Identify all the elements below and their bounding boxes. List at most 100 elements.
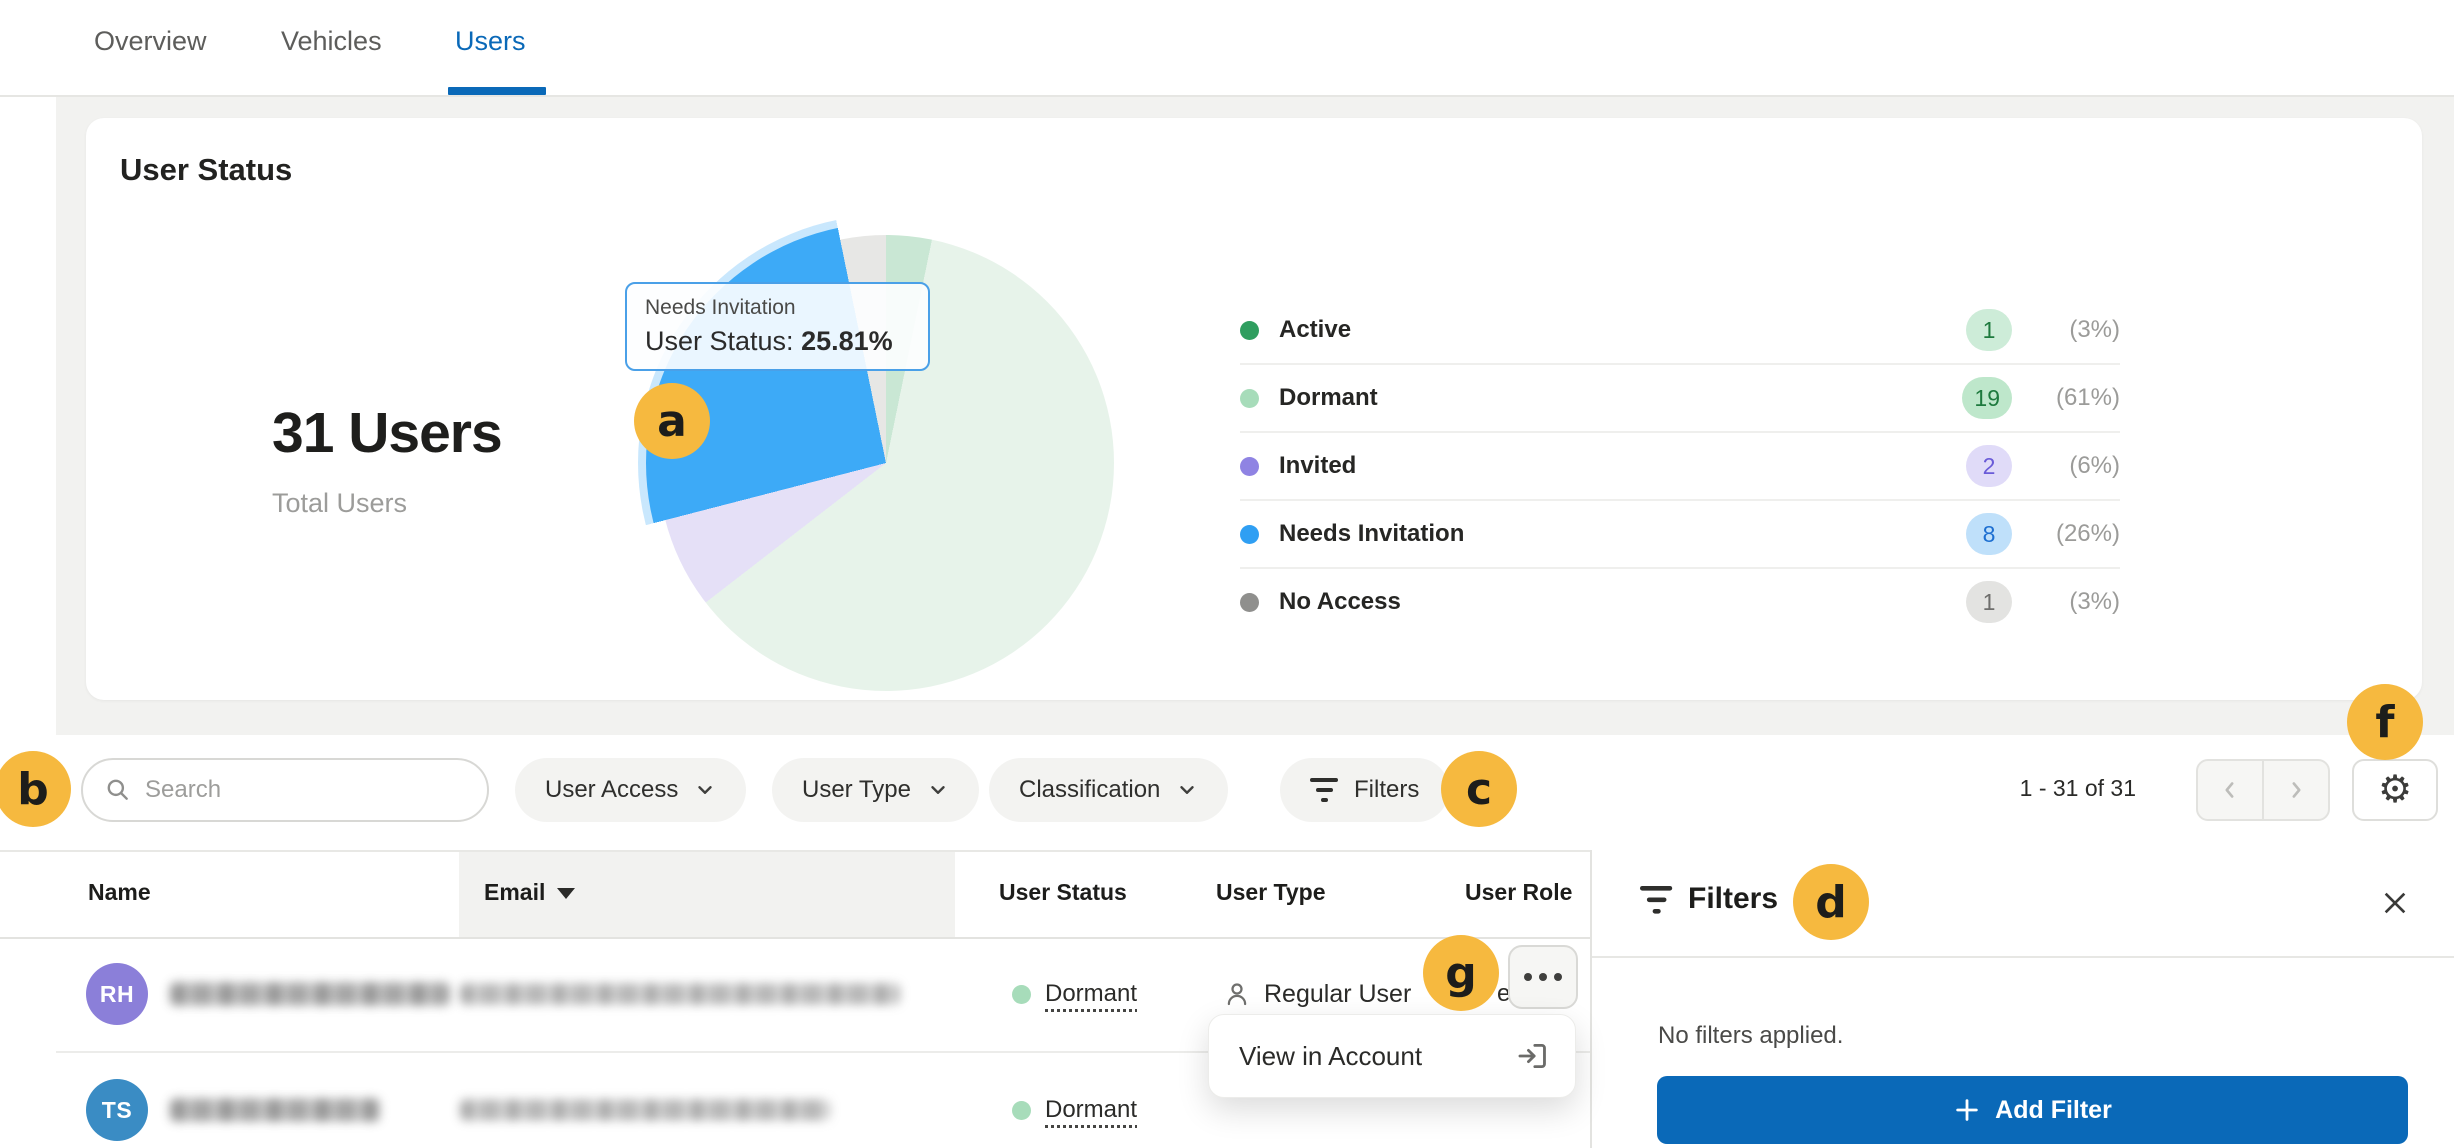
close-icon[interactable]	[2376, 884, 2414, 922]
active-tab-underline	[448, 87, 546, 95]
total-users-value: 31 Users	[272, 400, 502, 466]
annotation-marker-a: a	[634, 383, 710, 459]
ellipsis-icon	[1539, 973, 1547, 981]
legend-percent: (3%)	[2028, 316, 2120, 344]
filter-funnel-icon	[1310, 778, 1338, 802]
column-header-user-status[interactable]: User Status	[999, 879, 1127, 906]
legend-count-badge: 1	[1966, 581, 2012, 623]
gear-icon: ⚙	[2378, 771, 2412, 809]
search-icon	[105, 777, 131, 803]
chevron-right-icon	[2283, 777, 2309, 803]
annotation-marker-b: b	[0, 751, 71, 827]
search-placeholder: Search	[145, 776, 221, 804]
legend-label: No Access	[1279, 588, 1401, 616]
row-actions-button[interactable]	[1508, 945, 1578, 1009]
legend-row-active[interactable]: Active 1 (3%)	[1240, 297, 2120, 365]
filter-funnel-icon	[1640, 886, 1672, 914]
legend-dot-dormant	[1240, 389, 1259, 408]
chevron-down-icon	[694, 779, 716, 801]
user-status-card: User Status 31 Users Total Users Needs I…	[86, 118, 2422, 700]
row-menu-view-in-account[interactable]: View in Account	[1208, 1014, 1576, 1098]
chevron-down-icon	[927, 779, 949, 801]
no-filters-message: No filters applied.	[1658, 1022, 1843, 1050]
dropdown-label: User Access	[545, 776, 678, 804]
legend-percent: (61%)	[2028, 384, 2120, 412]
legend-dot-invited	[1240, 457, 1259, 476]
legend-dot-no-access	[1240, 593, 1259, 612]
filters-button[interactable]: Filters	[1280, 758, 1449, 822]
legend-dot-active	[1240, 321, 1259, 340]
user-type-dropdown[interactable]: User Type	[772, 758, 979, 822]
avatar: TS	[86, 1079, 148, 1141]
status-label: Dormant	[1045, 1096, 1137, 1124]
column-header-label: Email	[484, 879, 545, 905]
table-settings-button[interactable]: ⚙	[2352, 759, 2438, 821]
user-name-redacted	[170, 983, 450, 1006]
users-dashboard: Overview Vehicles Users User Status 31 U…	[0, 0, 2454, 1148]
legend-row-dormant[interactable]: Dormant 19 (61%)	[1240, 365, 2120, 433]
pagination-control	[2196, 759, 2330, 821]
status-dot-dormant	[1012, 1101, 1031, 1120]
user-type-cell: Regular User	[1222, 979, 1411, 1009]
annotation-marker-g: g	[1423, 935, 1499, 1011]
next-page-button[interactable]	[2264, 761, 2328, 819]
pagination-range: 1 - 31 of 31	[2020, 775, 2136, 802]
filters-panel: Filters No filters applied. Add Filter	[1590, 850, 2454, 1148]
chart-tooltip: Needs Invitation User Status: 25.81%	[625, 282, 930, 371]
search-input[interactable]: Search	[81, 758, 489, 822]
legend-percent: (6%)	[2028, 452, 2120, 480]
legend-count-badge: 8	[1966, 513, 2012, 555]
user-access-dropdown[interactable]: User Access	[515, 758, 746, 822]
user-email-redacted	[460, 1100, 830, 1121]
legend-row-invited[interactable]: Invited 2(6%)	[1240, 433, 2120, 501]
annotation-marker-f: f	[2347, 684, 2423, 760]
column-header-name[interactable]: Name	[88, 879, 151, 906]
classification-dropdown[interactable]: Classification	[989, 758, 1228, 822]
filters-button-label: Filters	[1354, 776, 1419, 804]
user-status-cell[interactable]: Dormant	[1012, 1096, 1137, 1124]
card-title: User Status	[120, 152, 292, 188]
add-filter-label: Add Filter	[1995, 1096, 2112, 1125]
avatar: RH	[86, 963, 148, 1025]
menu-item-label: View in Account	[1239, 1041, 1422, 1072]
plus-icon	[1953, 1096, 1981, 1124]
dropdown-label: Classification	[1019, 776, 1160, 804]
tab-bar: Overview Vehicles Users	[0, 0, 2454, 96]
legend-dot-needs-invitation	[1240, 525, 1259, 544]
add-filter-button[interactable]: Add Filter	[1657, 1076, 2408, 1144]
legend-label: Active	[1279, 316, 1351, 344]
filters-panel-title: Filters	[1688, 882, 1778, 916]
legend-row-no-access[interactable]: No Access 1 (3%)	[1240, 569, 2120, 635]
tab-users[interactable]: Users	[455, 26, 526, 57]
total-users-stat: 31 Users Total Users	[272, 400, 502, 519]
legend-percent: (3%)	[2028, 588, 2120, 616]
ellipsis-icon	[1524, 973, 1532, 981]
user-status-cell[interactable]: Dormant	[1012, 980, 1137, 1008]
tab-vehicles[interactable]: Vehicles	[281, 26, 382, 57]
filters-panel-header: Filters	[1592, 850, 2454, 958]
tab-overview[interactable]: Overview	[94, 26, 207, 57]
column-header-user-type[interactable]: User Type	[1216, 879, 1326, 906]
tooltip-metric-label: User Status:	[645, 326, 801, 356]
column-header-user-role[interactable]: User Role	[1465, 879, 1572, 906]
ellipsis-icon	[1554, 973, 1562, 981]
sort-descending-icon	[557, 888, 575, 899]
legend-label: Dormant	[1279, 384, 1378, 412]
user-type-label: Regular User	[1264, 980, 1411, 1009]
annotation-marker-c: c	[1441, 751, 1517, 827]
prev-page-button[interactable]	[2198, 761, 2264, 819]
pie-legend: Active 1(3%) Dormant 19(61%) Invited 2(6…	[1240, 297, 2120, 635]
tooltip-series-name: Needs Invitation	[645, 296, 910, 320]
user-name-redacted	[170, 1099, 380, 1122]
legend-count-badge: 2	[1966, 445, 2012, 487]
legend-count-badge: 1	[1966, 309, 2012, 351]
tooltip-value: 25.81%	[801, 326, 893, 356]
column-header-email[interactable]: Email	[484, 879, 575, 906]
legend-count-badge: 19	[1962, 377, 2012, 419]
chevron-left-icon	[2217, 777, 2243, 803]
dropdown-label: User Type	[802, 776, 911, 804]
legend-percent: (26%)	[2028, 520, 2120, 548]
tooltip-value-line: User Status: 25.81%	[645, 326, 910, 357]
legend-row-needs-invitation[interactable]: Needs Invitation 8(26%)	[1240, 501, 2120, 569]
annotation-marker-d: d	[1793, 864, 1869, 940]
